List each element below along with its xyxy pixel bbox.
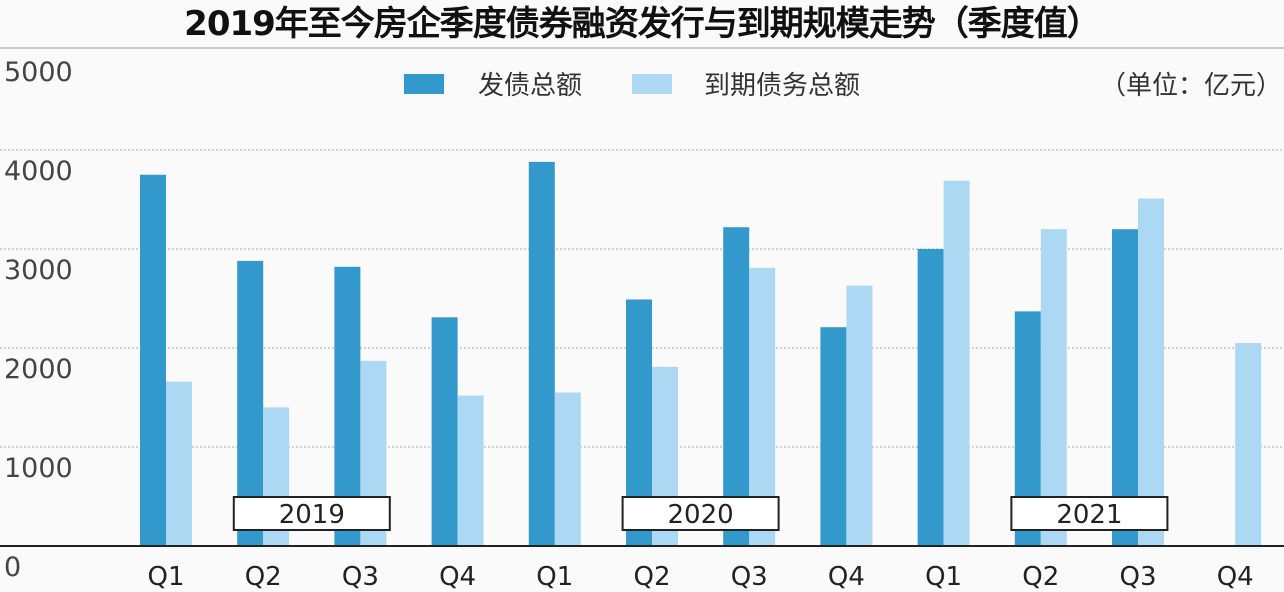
chart-title: 2019年至今房企季度债券融资发行与到期规模走势（季度值）: [184, 4, 1101, 44]
bar-maturing: [943, 180, 970, 546]
year-label: 2020: [668, 500, 734, 530]
bar-maturing: [1138, 198, 1164, 546]
bar-issued: [820, 327, 847, 546]
legend-label-issued: 发债总额: [478, 71, 582, 101]
y-tick-label: 2000: [4, 354, 73, 385]
bar-issued: [917, 249, 944, 546]
year-box: [232, 496, 391, 531]
x-tick-label: Q2: [245, 562, 282, 592]
year-box: [621, 496, 780, 531]
bar-maturing: [166, 381, 192, 546]
year-label: 2021: [1056, 500, 1122, 530]
bar-maturing: [1040, 229, 1067, 546]
y-tick-label: 1000: [4, 453, 73, 484]
bar-issued: [723, 227, 750, 546]
bar-maturing: [846, 285, 873, 546]
x-tick-label: Q4: [439, 562, 476, 592]
x-tick-label: Q4: [828, 562, 865, 592]
x-tick-label: Q1: [925, 562, 962, 592]
x-tick-label: Q2: [1022, 562, 1059, 592]
x-tick-label: Q1: [536, 562, 573, 592]
x-tick-label: Q3: [731, 562, 768, 592]
legend-swatch-maturing: [632, 74, 672, 94]
y-tick-label: 3000: [4, 255, 73, 286]
y-tick-label: 4000: [4, 156, 73, 187]
x-tick-label: Q4: [1217, 562, 1254, 592]
x-tick-label: Q3: [1119, 562, 1156, 592]
bar-issued: [528, 161, 555, 546]
bar-maturing: [1235, 343, 1262, 546]
y-tick-label: 0: [4, 552, 21, 583]
legend-label-maturing: 到期债务总额: [704, 71, 860, 101]
year-label: 2019: [279, 500, 345, 530]
bar-maturing: [554, 392, 581, 546]
bar-issued: [140, 174, 166, 546]
unit-label: （单位：亿元）: [1100, 71, 1282, 101]
bar-maturing: [457, 395, 484, 546]
year-box: [1010, 496, 1169, 531]
x-tick-label: Q2: [633, 562, 670, 592]
bar-issued: [1112, 229, 1138, 546]
bar-issued: [431, 317, 458, 546]
x-tick-label: Q3: [342, 562, 379, 592]
x-tick-label: Q1: [147, 562, 184, 592]
y-tick-label: 5000: [4, 57, 73, 88]
legend-swatch-issued: [404, 74, 444, 94]
